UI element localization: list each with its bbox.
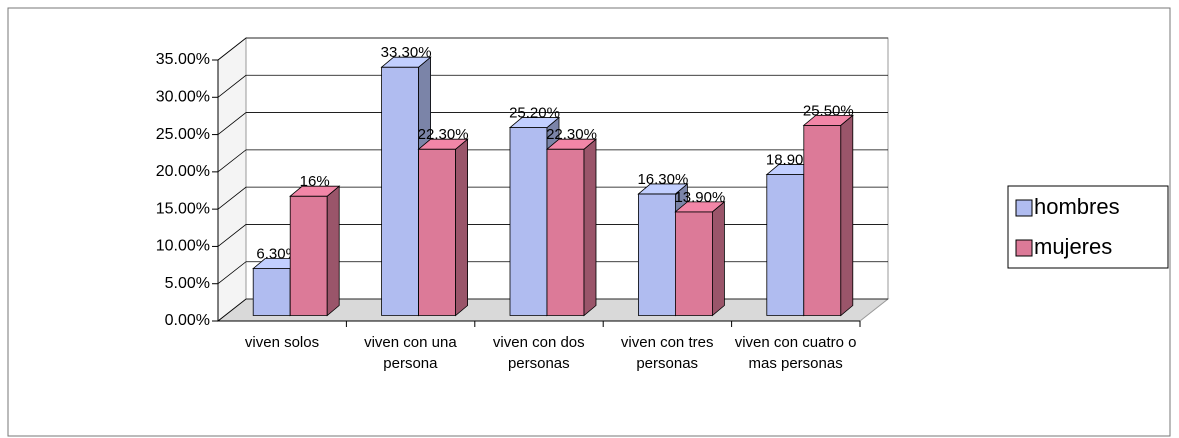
bar — [802, 114, 854, 317]
bar-front — [675, 211, 713, 316]
bar-side — [583, 138, 597, 317]
bar — [674, 200, 726, 317]
bar-top — [417, 138, 469, 150]
x-tick-label: viven solos — [244, 334, 320, 351]
y-tick-label: 15.00% — [156, 200, 210, 217]
bar-side — [455, 138, 469, 317]
y-tick-label: 10.00% — [156, 238, 210, 255]
bar-side — [712, 200, 725, 317]
bar-top — [508, 117, 561, 128]
bar-top — [289, 185, 341, 197]
bar-front — [418, 148, 457, 316]
y-tick-label: 0.00% — [165, 312, 210, 329]
y-tick-label: 30.00% — [156, 89, 210, 106]
bar-top — [802, 114, 854, 126]
y-tick-label: 20.00% — [156, 163, 210, 180]
bar — [289, 185, 341, 317]
bar-front — [289, 195, 328, 316]
bar-side — [840, 114, 854, 317]
data-label: 13.90% — [674, 189, 725, 206]
x-tick-label: viven con una persona — [364, 334, 457, 372]
bar-top — [637, 183, 689, 195]
data-label: 22.30% — [546, 126, 597, 143]
legend-label: hombres — [1034, 194, 1120, 219]
y-tick-label: 25.00% — [156, 126, 210, 143]
y-tick-label: 35.00% — [156, 51, 210, 68]
bar — [417, 138, 469, 317]
bar-front — [638, 193, 676, 316]
grid-line — [217, 37, 888, 61]
bar-top — [545, 138, 598, 150]
data-label: 6.30% — [256, 245, 299, 262]
grid-line — [217, 112, 888, 135]
legend-swatch — [1015, 239, 1033, 257]
bar-front — [766, 174, 805, 316]
bar-front — [381, 66, 420, 316]
y-tick-label: 5.00% — [165, 275, 210, 292]
data-label: 22.30% — [418, 126, 469, 143]
bar-front — [252, 268, 291, 316]
x-tick-label: viven con tres personas — [620, 334, 714, 372]
bar-front — [546, 148, 585, 316]
bar-side — [326, 185, 340, 317]
bar-front — [803, 124, 842, 316]
data-label: 16% — [300, 173, 330, 190]
side-wall — [217, 36, 247, 323]
legend-label: mujeres — [1034, 234, 1112, 259]
bar — [545, 138, 598, 317]
bar-front — [509, 127, 548, 316]
legend-box — [1007, 185, 1169, 269]
legend-swatch — [1015, 199, 1033, 217]
data-label: 33.30% — [381, 44, 432, 61]
data-label: 16.30% — [637, 171, 688, 188]
x-tick-label: viven con cuatro o mas personas — [734, 334, 857, 372]
bar-top — [380, 56, 432, 68]
x-tick-label: viven con dos personas — [492, 334, 585, 372]
grid-line — [217, 74, 888, 98]
data-label: 25.20% — [509, 105, 560, 122]
grid-line — [217, 149, 888, 173]
bar-top — [674, 201, 726, 213]
data-label: 25.50% — [803, 102, 854, 119]
